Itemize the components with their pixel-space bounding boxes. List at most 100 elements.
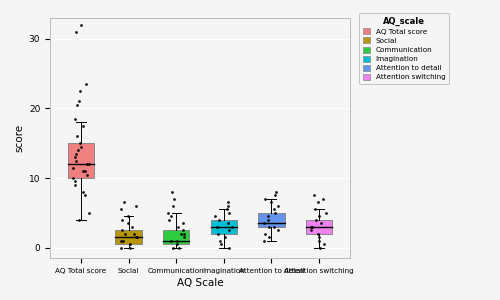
Point	[126, 245, 134, 250]
Point	[216, 238, 224, 243]
Point	[224, 221, 232, 226]
Point	[77, 22, 85, 27]
Point	[260, 238, 268, 243]
Point	[264, 217, 272, 222]
Point	[118, 228, 126, 232]
Point	[274, 228, 281, 232]
Point	[260, 221, 268, 226]
Point	[179, 228, 187, 232]
Point	[68, 165, 76, 170]
Point	[116, 207, 124, 212]
Legend: AQ Total score, Social, Communication, Imagination, Attention to detail, Attenti: AQ Total score, Social, Communication, I…	[359, 13, 449, 84]
Point	[169, 245, 177, 250]
Point	[167, 214, 175, 219]
Point	[225, 228, 233, 232]
Point	[272, 190, 280, 194]
Point	[78, 144, 86, 149]
Point	[79, 123, 87, 128]
Point	[307, 228, 315, 232]
Point	[85, 162, 93, 167]
Point	[264, 224, 272, 229]
Point	[132, 203, 140, 208]
Point	[80, 169, 88, 173]
Bar	[163, 230, 190, 244]
Point	[180, 231, 188, 236]
Point	[307, 224, 315, 229]
Point	[82, 82, 90, 86]
Point	[228, 224, 236, 229]
Point	[320, 196, 328, 201]
Point	[212, 214, 220, 219]
Point	[224, 200, 232, 205]
Point	[170, 196, 178, 201]
Point	[177, 231, 185, 236]
Point	[81, 193, 89, 198]
Point	[84, 210, 92, 215]
Point	[72, 158, 80, 163]
Point	[322, 210, 330, 215]
Point	[261, 231, 269, 236]
Point	[72, 155, 80, 160]
Point	[78, 190, 86, 194]
Bar	[68, 143, 94, 178]
Point	[272, 210, 280, 215]
Point	[316, 245, 324, 250]
Point	[76, 141, 84, 146]
Point	[174, 224, 182, 229]
Point	[71, 179, 79, 184]
Point	[267, 200, 275, 205]
Point	[165, 217, 173, 222]
Point	[224, 207, 232, 212]
Point	[121, 231, 129, 236]
Point	[270, 207, 278, 212]
X-axis label: AQ Scale: AQ Scale	[176, 278, 224, 288]
Point	[180, 235, 188, 239]
Point	[226, 245, 234, 250]
Point	[76, 88, 84, 93]
Point	[72, 151, 80, 156]
Point	[270, 224, 278, 229]
Point	[130, 231, 138, 236]
Point	[128, 224, 136, 229]
Point	[70, 176, 78, 180]
Bar	[306, 220, 332, 234]
Point	[124, 214, 132, 219]
Point	[117, 245, 125, 250]
Point	[74, 134, 82, 139]
Y-axis label: score: score	[14, 124, 24, 152]
Point	[312, 217, 320, 222]
Point	[224, 203, 232, 208]
Point	[214, 231, 222, 236]
Point	[318, 221, 326, 226]
Point	[132, 235, 140, 239]
Bar	[116, 230, 141, 244]
Point	[320, 242, 328, 247]
Point	[119, 238, 127, 243]
Point	[82, 162, 90, 167]
Point	[78, 169, 86, 173]
Point	[274, 203, 282, 208]
Point	[220, 235, 228, 239]
Point	[120, 200, 128, 205]
Point	[117, 238, 125, 243]
Point	[308, 224, 316, 229]
Point	[175, 245, 183, 250]
Point	[164, 210, 172, 215]
Point	[74, 148, 82, 153]
Point	[225, 210, 233, 215]
Bar	[258, 213, 284, 227]
Point	[168, 190, 176, 194]
Point	[167, 238, 175, 243]
Point	[218, 242, 226, 247]
Point	[316, 235, 324, 239]
Point	[72, 29, 80, 34]
Point	[315, 214, 323, 219]
Point	[124, 221, 132, 226]
Point	[314, 231, 322, 236]
Point	[118, 217, 126, 222]
Point	[169, 203, 177, 208]
Point	[172, 242, 180, 247]
Point	[75, 217, 83, 222]
Point	[310, 207, 318, 212]
Point	[71, 183, 79, 188]
